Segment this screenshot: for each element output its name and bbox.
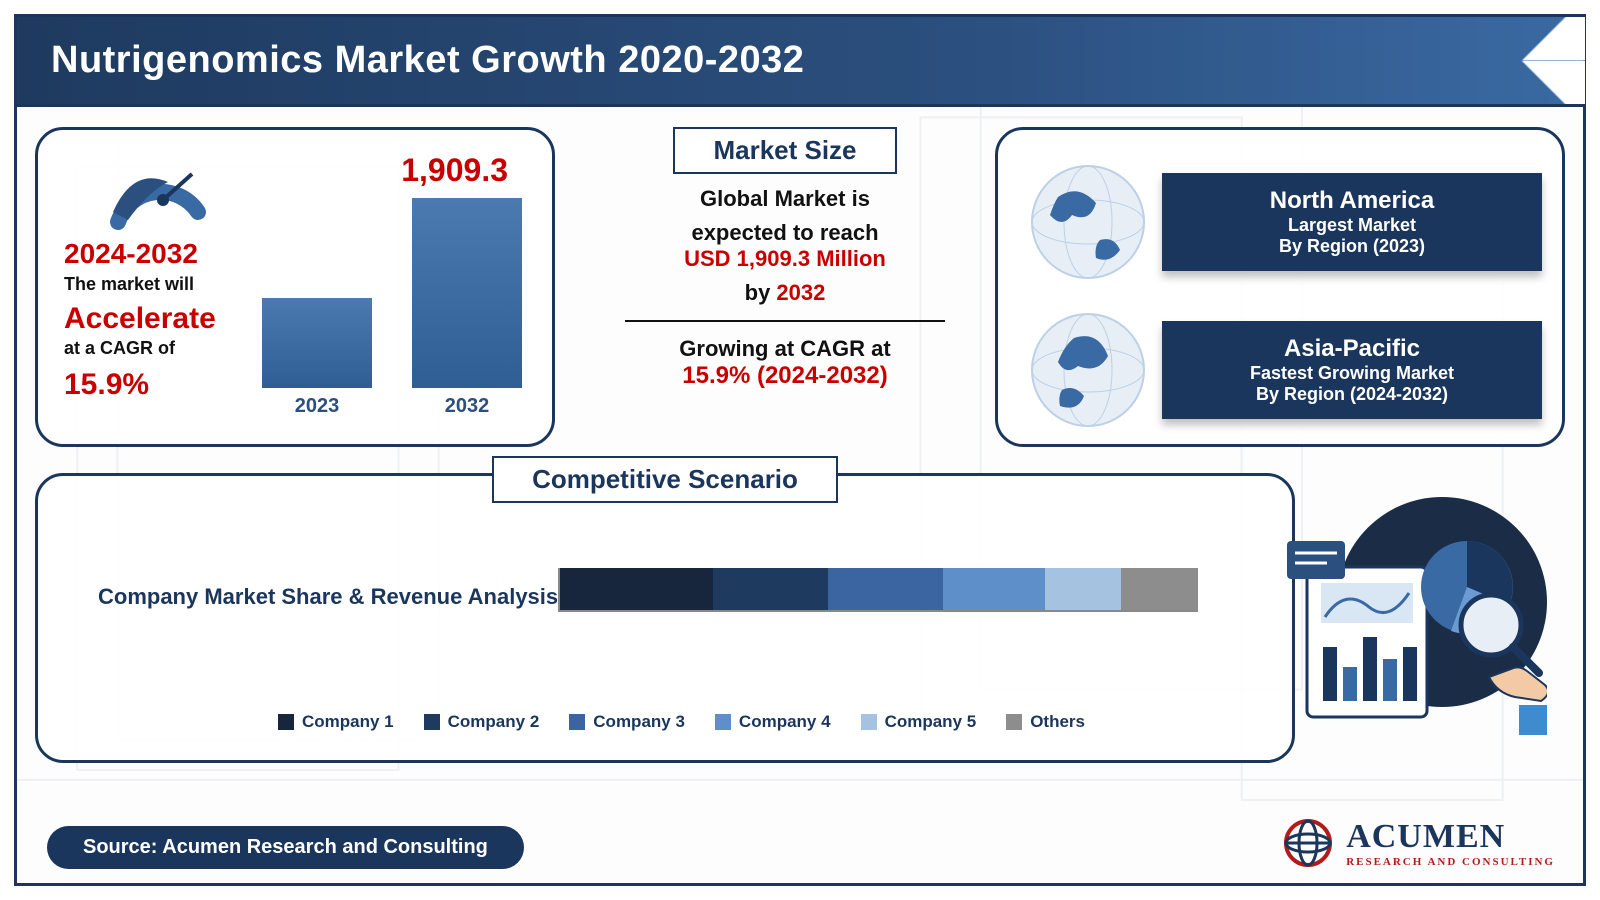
ms-by-line: by 2032 (595, 280, 975, 306)
share-segment (943, 568, 1045, 610)
analytics-icon (1287, 497, 1547, 737)
legend-label: Company 4 (739, 712, 831, 732)
growth-text-1: The market will (64, 274, 194, 295)
competitive-legend: Company 1 Company 2 Company 3 Company 4 Comp… (278, 712, 1085, 732)
region-1-detail: By Region (2023) (1182, 236, 1522, 257)
ms-value: USD 1,909.3 Million (595, 246, 975, 272)
logo-name: ACUMEN (1346, 818, 1555, 856)
share-segment (1045, 568, 1122, 610)
legend-label: Others (1030, 712, 1085, 732)
legend-item: Company 2 (424, 712, 540, 732)
ms-divider (625, 320, 945, 322)
forecast-range: 2024-2032 (64, 238, 198, 270)
ms-line-a: Global Market is (595, 186, 975, 212)
ms-line-b: expected to reach (595, 220, 975, 246)
header-chevron-decoration (1505, 17, 1585, 104)
logo-text: ACUMEN RESEARCH AND CONSULTING (1346, 818, 1555, 868)
region-2-name: Asia-Pacific (1182, 335, 1522, 363)
share-segment (828, 568, 943, 610)
analytics-illustration (1287, 497, 1547, 737)
region-1-sub: Largest Market (1182, 215, 1522, 236)
market-share-bar (558, 568, 1198, 612)
legend-swatch (424, 714, 440, 730)
legend-item: Company 4 (715, 712, 831, 732)
market-size-block: Market Size Global Market is expected to… (595, 127, 975, 390)
region-2-sub: Fastest Growing Market (1182, 363, 1522, 384)
region-box-2: Asia-Pacific Fastest Growing Market By R… (1162, 321, 1542, 419)
ms-by: by (745, 280, 777, 305)
legend-swatch (715, 714, 731, 730)
legend-label: Company 5 (885, 712, 977, 732)
share-segment (560, 568, 713, 610)
legend-item: Company 5 (861, 712, 977, 732)
legend-swatch (861, 714, 877, 730)
legend-swatch (278, 714, 294, 730)
competitive-title: Competitive Scenario (492, 456, 838, 503)
ms-growing-label: Growing at CAGR at (595, 336, 975, 362)
share-segment (713, 568, 828, 610)
region-2-detail: By Region (2024-2032) (1182, 384, 1522, 405)
logo-globe-icon (1282, 817, 1334, 869)
page-title: Nutrigenomics Market Growth 2020-2032 (51, 39, 804, 82)
growth-card: 2024-2032 The market will Accelerate at … (35, 127, 555, 447)
logo-tagline: RESEARCH AND CONSULTING (1346, 856, 1555, 868)
source-label: Source: Acumen Research and Consulting (47, 826, 524, 869)
legend-item: Company 1 (278, 712, 394, 732)
bar-2032-label: 2032 (412, 395, 522, 418)
region-row-north-america: North America Largest Market By Region (… (1028, 162, 1542, 282)
legend-swatch (1006, 714, 1022, 730)
bar-2032-value: 1,909.3 (401, 152, 508, 189)
legend-swatch (569, 714, 585, 730)
legend-item: Company 3 (569, 712, 685, 732)
cagr-value: 15.9% (64, 368, 149, 402)
share-segment (1121, 568, 1198, 610)
regions-card: North America Largest Market By Region (… (995, 127, 1565, 447)
region-1-name: North America (1182, 187, 1522, 215)
brand-logo: ACUMEN RESEARCH AND CONSULTING (1282, 817, 1555, 869)
legend-label: Company 2 (448, 712, 540, 732)
region-box-1: North America Largest Market By Region (… (1162, 173, 1542, 271)
legend-item: Others (1006, 712, 1085, 732)
legend-label: Company 3 (593, 712, 685, 732)
region-row-apac: Asia-Pacific Fastest Growing Market By R… (1028, 310, 1542, 430)
legend-label: Company 1 (302, 712, 394, 732)
mini-bar-chart: 1,909.3 2023 2032 (262, 158, 522, 418)
competitive-label: Company Market Share & Revenue Analysis (98, 584, 558, 610)
speedometer-icon (108, 152, 208, 232)
ms-growing-value: 15.9% (2024-2032) (595, 362, 975, 390)
bar-2032 (412, 198, 522, 388)
market-size-title: Market Size (673, 127, 896, 174)
competitive-card: Competitive Scenario Company Market Shar… (35, 473, 1295, 763)
globe-icon (1028, 310, 1148, 430)
ms-year: 2032 (776, 280, 825, 305)
bar-2023-label: 2023 (262, 395, 372, 418)
header-bar: Nutrigenomics Market Growth 2020-2032 (17, 17, 1583, 107)
content-area: 2024-2032 The market will Accelerate at … (35, 117, 1565, 803)
accelerate-label: Accelerate (64, 302, 216, 336)
growth-text-2: at a CAGR of (64, 338, 175, 359)
infographic-frame: Nutrigenomics Market Growth 2020-2032 20… (14, 14, 1586, 886)
globe-icon (1028, 162, 1148, 282)
bar-2023 (262, 298, 372, 388)
